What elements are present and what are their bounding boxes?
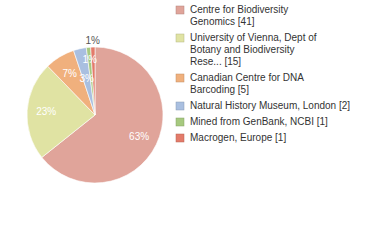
pie <box>27 47 163 183</box>
legend-swatch <box>176 34 184 42</box>
legend-swatch <box>176 74 184 82</box>
data-label: 7% <box>62 68 77 79</box>
data-label: 23% <box>36 106 56 117</box>
data-label: 1% <box>82 54 97 65</box>
legend-label: Macrogen, Europe [1] <box>190 132 286 143</box>
legend-label: University of Vienna, Dept ofBotany and … <box>190 32 317 67</box>
legend-swatch <box>176 118 184 126</box>
legend-label: Centre for BiodiversityGenomics [41] <box>190 4 288 27</box>
legend-swatch <box>176 6 184 14</box>
data-label: 3% <box>79 73 94 84</box>
legend-label: Mined from GenBank, NCBI [1] <box>190 116 328 127</box>
chart: 63% 23% 7%3% 1% 1% Centre for BiodiversityGen… <box>0 0 380 240</box>
data-label: 63% <box>129 131 149 142</box>
legend: Centre for BiodiversityGenomics [41] Univ… <box>176 4 350 143</box>
legend-label: Canadian Centre for DNABarcoding [5] <box>190 72 304 95</box>
legend-label: Natural History Museum, London [2] <box>190 100 350 111</box>
data-labels: 63% 23% 7%3% 1% 1% <box>36 35 149 141</box>
legend-swatch <box>176 134 184 142</box>
data-label: 1% <box>85 35 100 46</box>
legend-swatch <box>176 102 184 110</box>
